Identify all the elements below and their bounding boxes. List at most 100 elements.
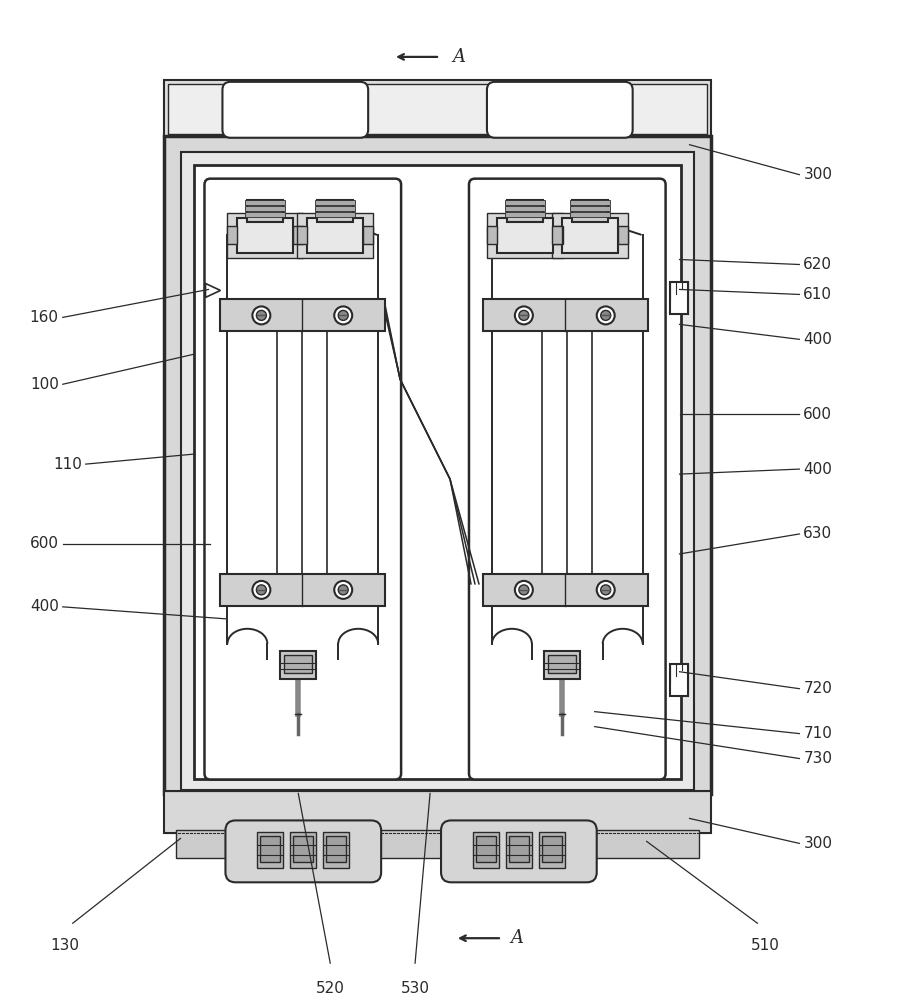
Bar [505, 200, 544, 205]
Bar [290, 832, 316, 868]
Bar [483, 299, 647, 331]
Bar [473, 832, 498, 868]
Text: 400: 400 [803, 462, 832, 477]
Text: 300: 300 [803, 167, 832, 182]
Text: 710: 710 [803, 726, 832, 741]
Bar [280, 651, 316, 679]
Bar [257, 832, 283, 868]
Bar [168, 84, 706, 134]
Bar [220, 299, 384, 331]
FancyBboxPatch shape [486, 82, 632, 138]
Bar [617, 226, 627, 244]
Bar [180, 152, 692, 790]
Text: 400: 400 [803, 332, 832, 347]
Text: 610: 610 [803, 287, 832, 302]
Bar [551, 213, 627, 258]
Bar [508, 836, 528, 862]
Bar [552, 226, 562, 244]
Text: 110: 110 [53, 457, 82, 472]
Bar [293, 226, 303, 244]
Circle shape [256, 585, 266, 595]
Bar [245, 200, 285, 205]
Bar [227, 213, 303, 258]
Bar [541, 836, 561, 862]
Circle shape [600, 310, 610, 320]
Bar [317, 200, 353, 222]
Bar [245, 206, 285, 211]
Bar [315, 212, 354, 217]
Bar [175, 830, 698, 858]
Bar [506, 832, 531, 868]
Circle shape [596, 581, 614, 599]
Circle shape [338, 585, 348, 595]
Bar [569, 206, 609, 211]
Bar [548, 655, 575, 673]
Circle shape [515, 581, 532, 599]
Bar [307, 218, 363, 253]
Bar [483, 574, 647, 606]
Bar [486, 226, 496, 244]
Bar [297, 213, 373, 258]
Text: 400: 400 [30, 599, 58, 614]
Text: 300: 300 [803, 836, 832, 851]
Bar [163, 791, 710, 833]
Bar [538, 832, 564, 868]
Bar [284, 655, 312, 673]
Bar [193, 165, 680, 779]
Bar [322, 832, 349, 868]
Circle shape [518, 310, 528, 320]
Bar [297, 226, 307, 244]
Circle shape [333, 581, 352, 599]
Bar [505, 206, 544, 211]
Text: 510: 510 [750, 938, 779, 953]
Circle shape [600, 585, 610, 595]
Bar [569, 212, 609, 217]
Bar [669, 282, 687, 314]
Circle shape [515, 306, 532, 324]
Bar [669, 664, 687, 696]
Text: 100: 100 [30, 377, 58, 392]
Bar [163, 136, 710, 794]
Bar [561, 218, 617, 253]
FancyBboxPatch shape [204, 179, 401, 780]
Circle shape [256, 310, 266, 320]
Bar [245, 212, 285, 217]
Bar [315, 206, 354, 211]
Circle shape [596, 306, 614, 324]
Text: 720: 720 [803, 681, 832, 696]
Bar [505, 212, 544, 217]
FancyBboxPatch shape [225, 820, 381, 882]
Bar [507, 200, 542, 222]
Bar [293, 836, 313, 862]
Circle shape [252, 581, 270, 599]
Bar [486, 213, 562, 258]
Text: 160: 160 [30, 310, 58, 325]
Bar [220, 574, 384, 606]
Bar [363, 226, 373, 244]
Text: 630: 630 [803, 526, 832, 541]
Bar [476, 836, 496, 862]
Circle shape [518, 585, 528, 595]
FancyBboxPatch shape [468, 179, 665, 780]
Bar [326, 836, 346, 862]
FancyBboxPatch shape [222, 82, 368, 138]
Bar [247, 200, 283, 222]
Circle shape [338, 310, 348, 320]
Circle shape [252, 306, 270, 324]
Text: 600: 600 [30, 536, 58, 551]
Bar [163, 80, 710, 138]
Text: 130: 130 [50, 938, 79, 953]
Text: 520: 520 [315, 981, 344, 996]
Bar [315, 200, 354, 205]
Bar [571, 200, 607, 222]
Text: A: A [509, 929, 522, 947]
Bar [496, 218, 552, 253]
FancyBboxPatch shape [441, 820, 596, 882]
Text: A: A [452, 48, 465, 66]
Text: 620: 620 [803, 257, 832, 272]
Bar [543, 651, 579, 679]
Bar [260, 836, 280, 862]
Text: 530: 530 [400, 981, 429, 996]
Bar [569, 200, 609, 205]
Bar [237, 218, 293, 253]
